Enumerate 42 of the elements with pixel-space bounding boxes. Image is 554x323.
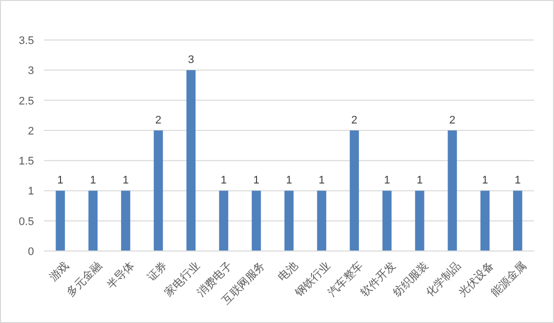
data-label: 1 xyxy=(482,174,488,187)
data-label: 1 xyxy=(57,174,64,187)
data-label: 1 xyxy=(416,174,423,187)
x-tick-label: 证券 xyxy=(144,259,170,284)
bar xyxy=(284,190,294,251)
data-label: 2 xyxy=(351,114,358,126)
data-label: 1 xyxy=(514,174,521,187)
bar xyxy=(88,190,98,251)
bar xyxy=(448,130,457,251)
y-tick-label: 0 xyxy=(28,246,34,258)
bar xyxy=(513,190,522,251)
data-label: 1 xyxy=(90,174,96,187)
bar xyxy=(252,190,261,251)
y-tick-label: 2 xyxy=(28,125,34,138)
bar xyxy=(480,190,490,251)
data-label: 2 xyxy=(449,114,456,126)
y-tick-label: 1 xyxy=(28,186,34,198)
data-label: 1 xyxy=(122,174,129,187)
bar xyxy=(154,130,163,251)
data-label: 1 xyxy=(318,174,325,187)
y-tick-label: 1.5 xyxy=(18,156,34,168)
data-label: 3 xyxy=(188,54,194,66)
bar xyxy=(121,190,130,251)
x-tick-label: 游戏 xyxy=(46,259,72,284)
bar xyxy=(317,190,326,251)
x-tick-label: 电池 xyxy=(275,259,300,284)
bar xyxy=(219,190,228,251)
data-label: 1 xyxy=(286,174,292,187)
bar xyxy=(56,190,65,251)
bar xyxy=(350,130,359,251)
y-tick-label: 3.5 xyxy=(18,35,34,47)
bar xyxy=(382,190,392,251)
data-label: 1 xyxy=(253,174,260,187)
data-label: 1 xyxy=(220,174,227,187)
y-tick-label: 3 xyxy=(28,65,34,78)
bar xyxy=(186,70,196,251)
data-label: 2 xyxy=(155,114,162,126)
y-tick-label: 2.5 xyxy=(18,95,34,108)
y-tick-label: 0.5 xyxy=(18,216,34,228)
data-label: 1 xyxy=(384,174,390,187)
x-tick-label: 半导体 xyxy=(104,259,137,292)
bar xyxy=(415,190,424,251)
